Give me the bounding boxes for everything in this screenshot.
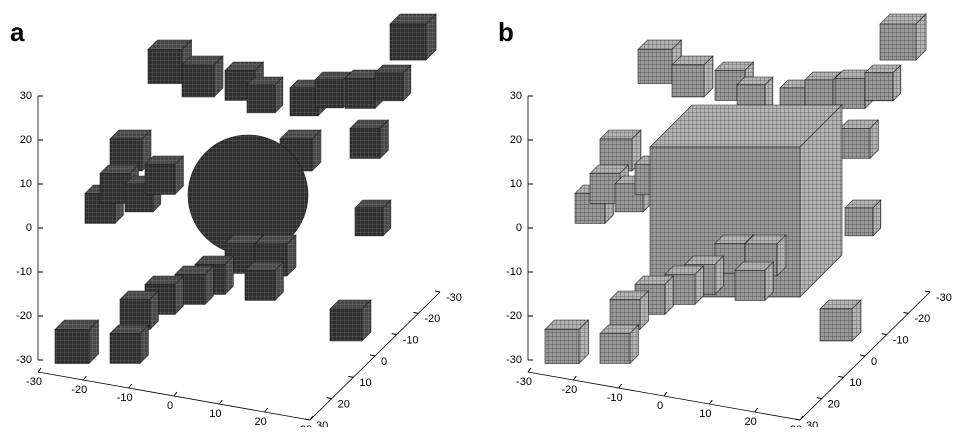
z-tick-label: 0 <box>26 222 32 234</box>
z-tick-label: -20 <box>16 310 32 322</box>
x-tick <box>755 408 758 412</box>
z-tick-label: 20 <box>20 134 32 146</box>
y-tick-label: 0 <box>381 356 387 368</box>
x-tick-label: 20 <box>745 416 757 427</box>
x-tick-label: -10 <box>607 392 623 404</box>
voxel-cube <box>110 333 140 363</box>
y-tick <box>838 376 843 377</box>
voxel-cube <box>865 73 893 101</box>
voxel-cube <box>545 330 579 364</box>
x-tick-label: -30 <box>516 376 532 388</box>
voxel-cube <box>145 164 175 194</box>
y-tick-label: 0 <box>871 356 877 368</box>
x-tick <box>174 392 177 396</box>
x-tick-label: -30 <box>26 376 42 388</box>
x-tick <box>265 408 268 412</box>
y-tick-label: -30 <box>936 292 952 304</box>
y-tick <box>370 355 375 356</box>
voxel-cube <box>672 65 704 97</box>
x-tick <box>709 400 712 404</box>
y-tick-label: 30 <box>316 420 328 427</box>
x-tick <box>664 392 667 396</box>
z-tick-label: 0 <box>516 222 522 234</box>
voxel-cube <box>247 85 275 113</box>
y-tick-label: -30 <box>446 292 462 304</box>
panel-label: b <box>498 17 514 47</box>
voxel-cube <box>845 208 873 236</box>
y-tick-label: 20 <box>828 399 840 411</box>
y-tick <box>305 419 310 420</box>
voxel-cube <box>350 128 380 158</box>
voxel-cube <box>245 270 275 300</box>
y-tick <box>903 312 908 313</box>
z-tick-label: -10 <box>506 266 522 278</box>
voxel-cube <box>735 270 765 300</box>
voxel-cube <box>880 24 916 60</box>
x-tick <box>129 384 132 388</box>
z-tick-label: 10 <box>20 178 32 190</box>
y-tick <box>795 419 800 420</box>
voxel-cube <box>148 50 182 84</box>
voxel-cube <box>315 80 343 108</box>
y-tick-label: -20 <box>424 313 440 325</box>
y-tick-label: 10 <box>359 377 371 389</box>
y-tick <box>413 312 418 313</box>
y-tick <box>435 291 440 292</box>
y-tick-label: -10 <box>403 335 419 347</box>
y-tick-label: -20 <box>914 313 930 325</box>
voxel-cube <box>638 50 672 84</box>
voxel-cube <box>820 309 852 341</box>
y-tick <box>925 291 930 292</box>
x-tick <box>573 376 576 380</box>
y-tick-label: 20 <box>338 399 350 411</box>
y-tick <box>392 334 397 335</box>
voxel-cube <box>375 73 403 101</box>
y-tick <box>882 334 887 335</box>
x-tick-label: 10 <box>699 408 711 420</box>
y-tick <box>860 355 865 356</box>
panel-label: a <box>10 17 25 47</box>
x-tick-label: 0 <box>657 400 663 412</box>
voxel-cube <box>835 78 865 108</box>
y-tick <box>327 398 332 399</box>
voxel-cube <box>290 88 318 116</box>
x-tick-label: 10 <box>209 408 221 420</box>
x-tick <box>219 400 222 404</box>
voxel-cube <box>182 65 214 97</box>
voxel-cube <box>330 309 362 341</box>
voxel-cube <box>55 330 89 364</box>
z-tick-label: -30 <box>506 354 522 366</box>
x-tick-label: -20 <box>561 384 577 396</box>
y-tick <box>348 376 353 377</box>
x-tick <box>619 384 622 388</box>
y-tick-label: 30 <box>806 420 818 427</box>
x-tick-label: -20 <box>71 384 87 396</box>
z-tick-label: 30 <box>510 90 522 102</box>
figure: a b 30 20 10 0 -10 -20 -30 -30 -20 -10 0 10 20 30 30 20… <box>0 0 959 427</box>
x-tick-label: -10 <box>117 392 133 404</box>
voxel-cube <box>805 80 833 108</box>
z-tick-label: -10 <box>16 266 32 278</box>
z-tick-label: -20 <box>506 310 522 322</box>
y-tick-label: -10 <box>893 335 909 347</box>
voxel-cube <box>600 333 630 363</box>
voxel-cube <box>840 128 870 158</box>
x-tick-label: 20 <box>255 416 267 427</box>
voxel-cube <box>345 78 375 108</box>
x-tick-label: 0 <box>167 400 173 412</box>
z-tick-label: 30 <box>20 90 32 102</box>
voxel-cube <box>390 24 426 60</box>
z-tick-label: -30 <box>16 354 32 366</box>
y-tick <box>817 398 822 399</box>
x-tick <box>38 368 41 372</box>
y-tick-label: 10 <box>849 377 861 389</box>
z-tick-label: 10 <box>510 178 522 190</box>
voxel-cube <box>355 208 383 236</box>
z-tick-label: 20 <box>510 134 522 146</box>
x-tick <box>83 376 86 380</box>
x-tick <box>528 368 531 372</box>
